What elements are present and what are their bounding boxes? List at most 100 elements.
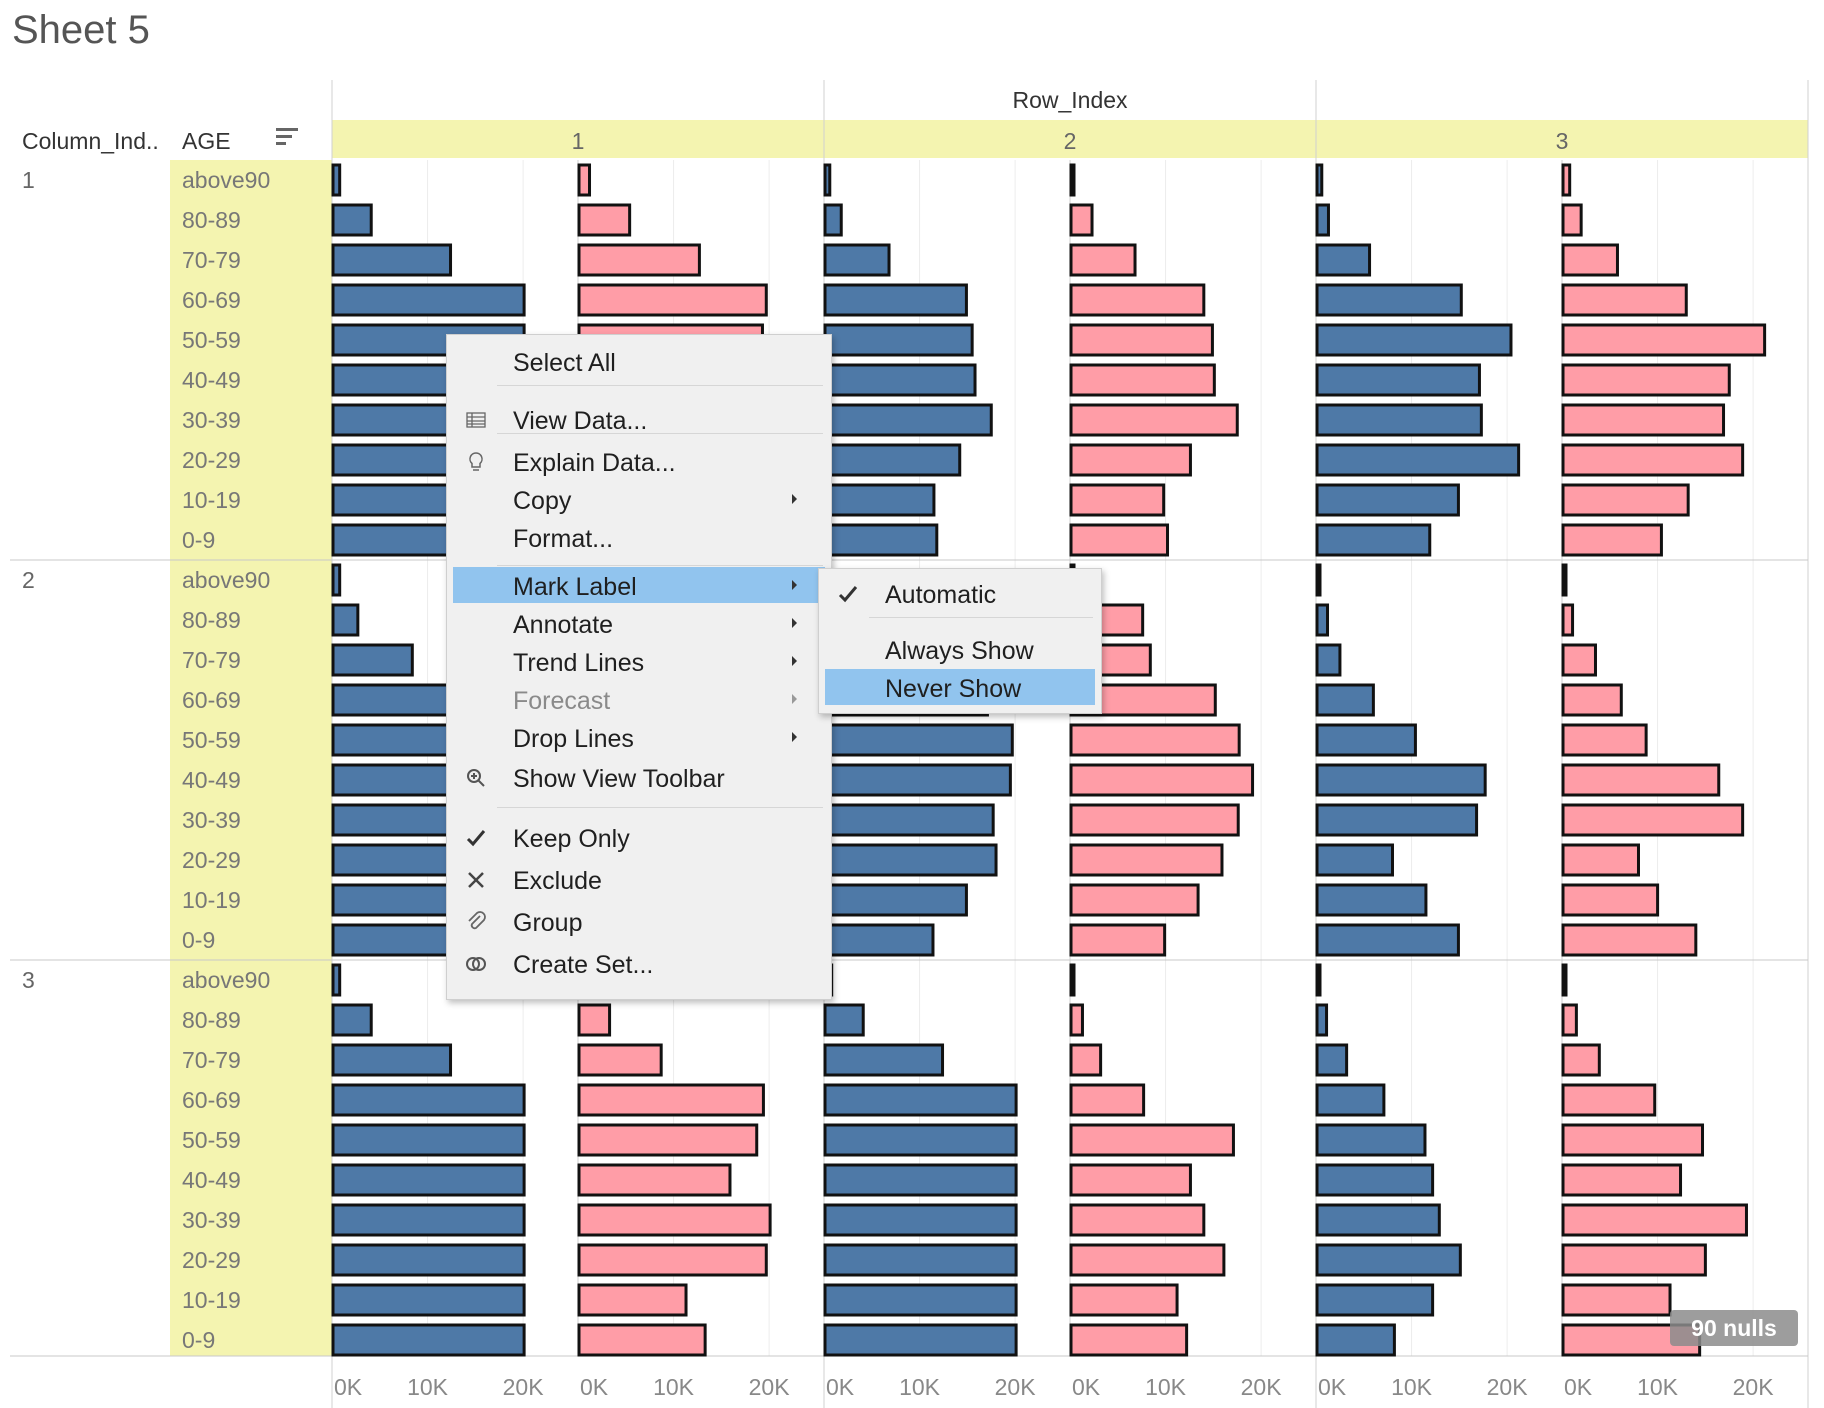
bar xyxy=(1561,1163,1683,1197)
menu-item-show-view-toolbar[interactable]: Show View Toolbar xyxy=(453,759,825,795)
bar xyxy=(1069,163,1076,197)
x-tick-label: 10K xyxy=(1637,1374,1679,1400)
bar xyxy=(577,243,701,277)
bar xyxy=(1561,1123,1705,1157)
bar xyxy=(1069,883,1200,917)
bar xyxy=(1069,963,1076,997)
menu-item-forecast: Forecast xyxy=(453,681,825,717)
bar xyxy=(823,923,935,957)
bar xyxy=(331,283,526,317)
menu-item-drop-lines[interactable]: Drop Lines xyxy=(453,719,825,755)
bar xyxy=(577,1163,732,1197)
bar xyxy=(1069,403,1239,437)
bar xyxy=(1069,1163,1192,1197)
bar xyxy=(1561,603,1575,637)
sort-icon[interactable] xyxy=(276,128,298,148)
menu-item-label: Drop Lines xyxy=(513,725,634,753)
age-label: 70-79 xyxy=(182,647,241,673)
x-tick-label: 0K xyxy=(1318,1374,1347,1400)
submenu-item-always-show[interactable]: Always Show xyxy=(825,631,1095,667)
menu-item-label: Exclude xyxy=(513,867,602,895)
menu-item-view-data[interactable]: View Data... xyxy=(453,401,825,437)
bar xyxy=(331,963,342,997)
bar xyxy=(1315,723,1417,757)
bar xyxy=(1069,1043,1103,1077)
x-tick-label: 10K xyxy=(1145,1374,1187,1400)
bar xyxy=(331,1243,526,1277)
bar xyxy=(1315,1283,1435,1317)
age-label: 80-89 xyxy=(182,1007,241,1033)
submenu-item-automatic[interactable]: Automatic xyxy=(825,575,1095,611)
menu-item-copy[interactable]: Copy xyxy=(453,481,825,517)
bar xyxy=(1561,323,1767,357)
bar xyxy=(1561,1043,1601,1077)
bar xyxy=(1561,1083,1657,1117)
menu-item-format[interactable]: Format... xyxy=(453,519,825,555)
menu-item-create-set[interactable]: Create Set... xyxy=(453,945,825,981)
menu-item-label: Group xyxy=(513,909,583,937)
bar xyxy=(823,243,891,277)
bar xyxy=(577,1323,707,1357)
bar xyxy=(1315,363,1481,397)
age-label: 30-39 xyxy=(182,1207,241,1233)
bar xyxy=(331,243,453,277)
age-label: 70-79 xyxy=(182,1047,241,1073)
bar xyxy=(1315,563,1322,597)
bar xyxy=(1561,683,1623,717)
bar xyxy=(1069,283,1206,317)
age-field-label: AGE xyxy=(182,128,231,154)
bar xyxy=(1069,1083,1146,1117)
bar xyxy=(823,843,998,877)
age-label: 60-69 xyxy=(182,287,241,313)
menu-item-explain-data[interactable]: Explain Data... xyxy=(453,443,825,479)
menu-item-group[interactable]: Group xyxy=(453,903,825,939)
menu-item-select-all[interactable]: Select All xyxy=(453,343,825,379)
bar xyxy=(1069,523,1170,557)
menu-item-label: Copy xyxy=(513,487,572,515)
menu-item-label: Select All xyxy=(513,349,616,377)
age-label: 60-69 xyxy=(182,687,241,713)
bar xyxy=(331,1283,526,1317)
bar xyxy=(1069,1323,1189,1357)
age-label: 40-49 xyxy=(182,1167,241,1193)
bar xyxy=(823,483,936,517)
context-menu: Select All View Data... Explain Data... Cop… xyxy=(446,334,832,1000)
bar xyxy=(823,723,1014,757)
bar xyxy=(1315,843,1394,877)
bar xyxy=(577,1003,612,1037)
check-icon xyxy=(835,581,861,607)
bar xyxy=(1561,483,1690,517)
bar xyxy=(1561,1283,1672,1317)
bar xyxy=(1561,203,1583,237)
submenu-arrow-icon xyxy=(792,656,797,666)
bar xyxy=(577,203,632,237)
bar xyxy=(1315,443,1521,477)
mark-label-submenu: Automatic Always Show Never Show xyxy=(818,568,1102,714)
bar xyxy=(577,163,592,197)
submenu-item-never-show[interactable]: Never Show xyxy=(825,669,1095,705)
menu-item-mark-label[interactable]: Mark Label xyxy=(453,567,825,603)
row-index-field-label: Row_Index xyxy=(1012,87,1128,113)
bar xyxy=(331,1203,526,1237)
bar xyxy=(331,1003,373,1037)
menu-separator xyxy=(497,807,823,808)
menu-item-label: Keep Only xyxy=(513,825,630,853)
column-index-value: 1 xyxy=(22,167,35,193)
bar xyxy=(1561,443,1745,477)
age-label: 80-89 xyxy=(182,207,241,233)
submenu-arrow-icon xyxy=(792,694,797,704)
bar xyxy=(577,1283,688,1317)
nulls-indicator[interactable]: 90 nulls xyxy=(1670,1310,1798,1346)
bar xyxy=(1561,563,1568,597)
age-label: 40-49 xyxy=(182,767,241,793)
bar xyxy=(331,1323,526,1357)
bar xyxy=(823,803,995,837)
menu-item-annotate[interactable]: Annotate xyxy=(453,605,825,641)
menu-item-keep-only[interactable]: Keep Only xyxy=(453,819,825,855)
menu-item-exclude[interactable]: Exclude xyxy=(453,861,825,897)
bar xyxy=(577,1043,663,1077)
menu-item-trend-lines[interactable]: Trend Lines xyxy=(453,643,825,679)
menu-separator xyxy=(497,433,823,434)
age-label: 70-79 xyxy=(182,247,241,273)
bar xyxy=(1561,723,1648,757)
